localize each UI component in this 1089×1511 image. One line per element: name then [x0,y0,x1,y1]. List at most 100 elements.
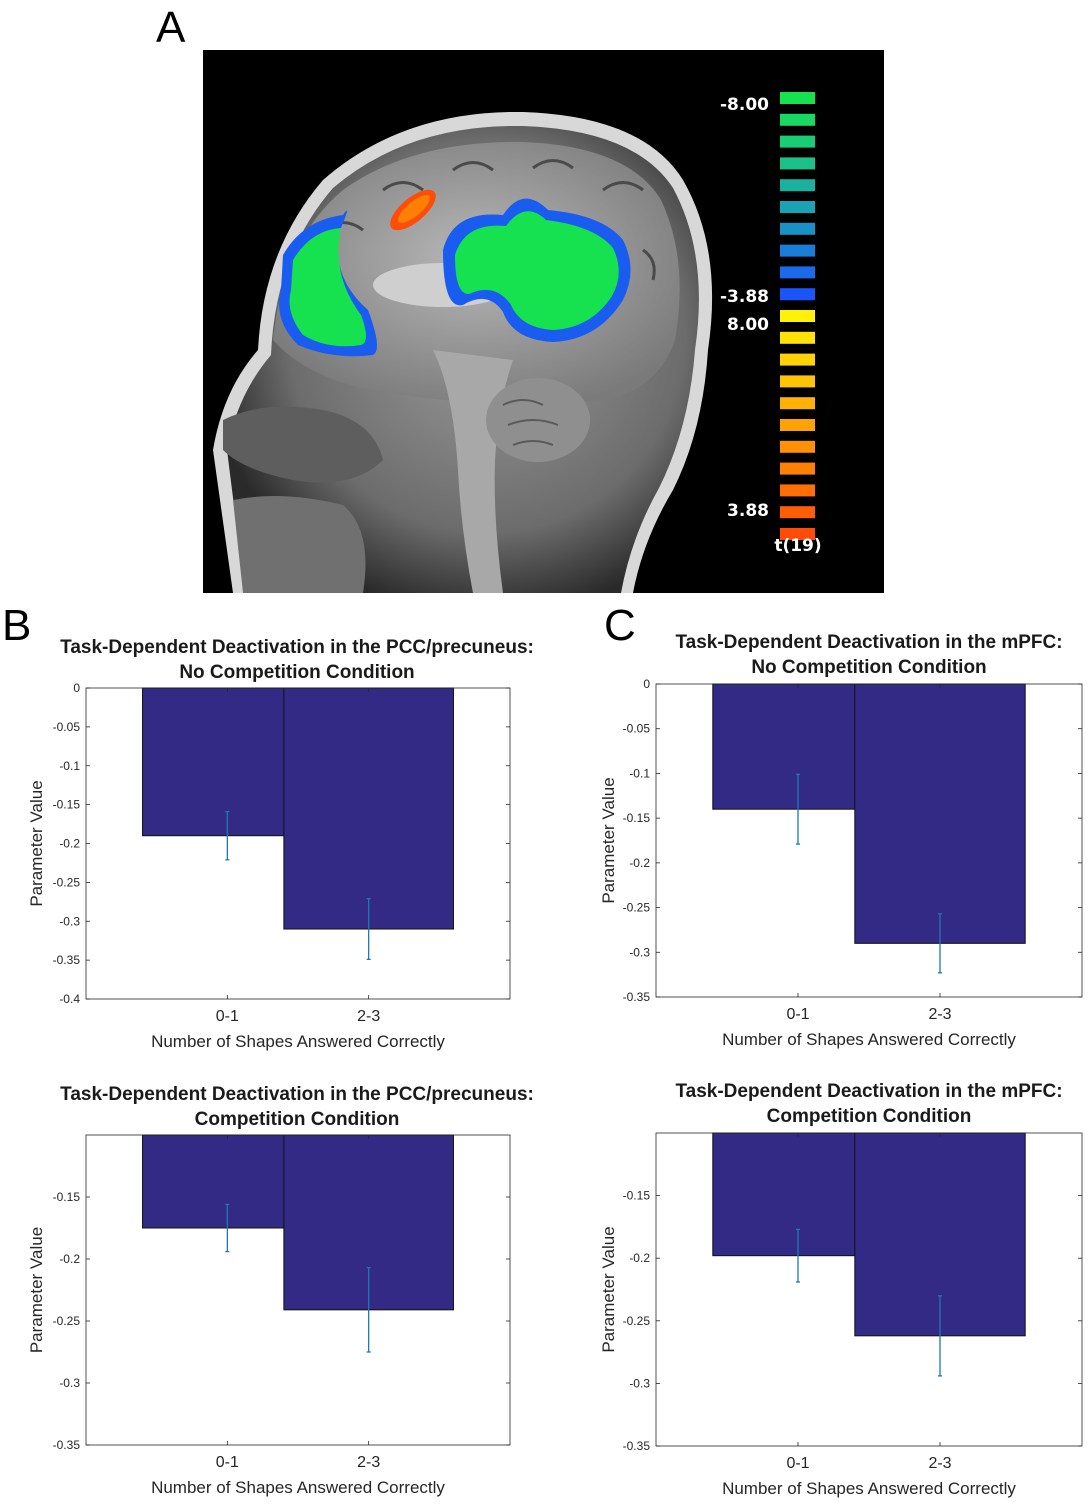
colorbar-label-pos-max: 8.00 [727,315,769,335]
y-tick-label: -0.05 [53,720,81,734]
y-tick-label: -0.2 [629,1251,650,1265]
colorbar-segment-negative [780,92,815,104]
y-tick-label: -0.15 [623,1189,651,1203]
colorbar-segment-positive [780,440,815,453]
y-tick-label: 0 [73,681,80,695]
bar [283,687,454,930]
colorbar-segment-negative [780,157,815,170]
panel-letter-a: A [156,3,186,52]
error-bar [796,1228,800,1283]
colorbar-label-neg-max: -8.00 [720,95,769,115]
colorbar-segment-negative [780,135,815,148]
colorbar-segment-positive [780,506,815,519]
y-axis-label: Parameter Value [27,780,46,906]
chart-mpfc-no-competition: Task-Dependent Deactivation in the mPFC:… [572,626,1089,1056]
colorbar-segment-negative [780,179,815,192]
x-category-label: 0-1 [216,1008,239,1025]
y-tick-label: -0.25 [623,901,651,915]
chart-title-line: Task-Dependent Deactivation in the mPFC: [675,1081,1062,1102]
error-bar [225,1203,230,1253]
error-bar [366,1267,371,1353]
y-axis-label: Parameter Value [27,1227,46,1353]
chart-svg: Task-Dependent Deactivation in the PCC/p… [27,1084,534,1497]
colorbar-segment-negative [780,201,815,213]
y-tick-label: -0.3 [629,1376,650,1390]
error-bar [938,1295,942,1377]
chart-title-line: No Competition Condition [179,662,414,683]
y-tick-label: -0.35 [53,953,81,967]
brain-mri-image: -8.00 -3.88 8.00 3.88 t(19) [203,50,884,593]
y-tick-label: -0.35 [623,990,651,1004]
colorbar-segment-negative [780,222,815,235]
colorbar-label-neg-threshold: -3.88 [720,287,769,307]
y-tick-label: -0.3 [629,945,650,959]
head-silhouette [213,111,713,593]
chart-title-line: No Competition Condition [751,657,986,678]
colorbar-segment-positive [780,310,815,322]
y-tick-label: -0.3 [59,914,80,928]
chart-title-line: Competition Condition [767,1106,972,1127]
y-tick-label: -0.1 [629,766,650,780]
colorbar-segment-positive [780,484,815,497]
panel-letter-b: B [2,601,32,650]
axes-box [655,1132,1083,1447]
y-tick-label: -0.25 [623,1314,651,1328]
colorbar-segment-positive [780,528,815,540]
colorbar-segment-positive [780,353,815,366]
x-axis-label: Number of Shapes Answered Correctly [722,1479,1016,1498]
colorbar-unit-label: t(19) [774,536,821,556]
x-axis-label: Number of Shapes Answered Correctly [151,1032,445,1051]
chart-svg: Task-Dependent Deactivation in the mPFC:… [599,1081,1083,1498]
colorbar-segment-positive [780,419,815,431]
y-tick-label: -0.1 [59,759,80,773]
chart-svg: Task-Dependent Deactivation in the mPFC:… [599,632,1083,1049]
chart-mpfc-competition: Task-Dependent Deactivation in the mPFC:… [572,1075,1089,1505]
y-tick-label: -0.4 [59,992,80,1006]
y-tick-label: -0.25 [53,875,81,889]
x-axis-label: Number of Shapes Answered Correctly [151,1478,445,1497]
bar [854,683,1026,944]
activation-blobs [279,189,631,357]
colorbar-segment-positive [780,331,815,344]
colorbar-segment-positive [780,462,815,475]
colorbar-segment-negative [780,266,815,279]
x-axis-label: Number of Shapes Answered Correctly [722,1030,1016,1049]
y-tick-label: -0.15 [53,798,81,812]
chart-pcc-competition: Task-Dependent Deactivation in the PCC/p… [0,1077,560,1507]
y-tick-label: -0.2 [59,1252,80,1266]
y-tick-label: -0.25 [53,1314,81,1328]
x-category-label: 0-1 [786,1006,809,1023]
y-tick-label: -0.35 [623,1439,651,1453]
y-tick-label: 0 [643,677,650,691]
chart-title-line: Competition Condition [195,1109,400,1130]
colorbar-segment-negative [780,288,815,301]
x-category-label: 0-1 [786,1455,809,1472]
x-category-label: 0-1 [216,1454,239,1471]
colorbar-segment-negative [780,244,815,257]
colorbar-label-pos-threshold: 3.88 [727,501,769,521]
axes-box [655,683,1083,998]
colorbar-segment-negative [780,113,815,126]
y-tick-label: -0.2 [629,856,650,870]
y-tick-label: -0.15 [623,811,651,825]
y-axis-label: Parameter Value [599,1226,618,1352]
x-category-label: 2-3 [357,1454,380,1471]
panel-letter-c: C [604,601,636,650]
x-category-label: 2-3 [357,1008,380,1025]
error-bar [938,913,942,974]
chart-title-line: Task-Dependent Deactivation in the mPFC: [675,632,1062,653]
chart-title-line: Task-Dependent Deactivation in the PCC/p… [60,1084,534,1105]
error-bar [225,810,230,861]
x-category-label: 2-3 [928,1006,951,1023]
colorbar-segment-positive [780,375,815,388]
chart-svg: Task-Dependent Deactivation in the PCC/p… [27,637,534,1051]
y-tick-label: -0.2 [59,837,80,851]
y-tick-label: -0.05 [623,722,651,736]
colorbar-segment-positive [780,397,815,410]
colorbar [780,92,815,540]
axes-box [85,1134,511,1446]
y-tick-label: -0.3 [59,1376,80,1390]
x-category-label: 2-3 [928,1455,951,1472]
chart-title-line: Task-Dependent Deactivation in the PCC/p… [60,637,534,658]
error-bar [796,773,800,845]
